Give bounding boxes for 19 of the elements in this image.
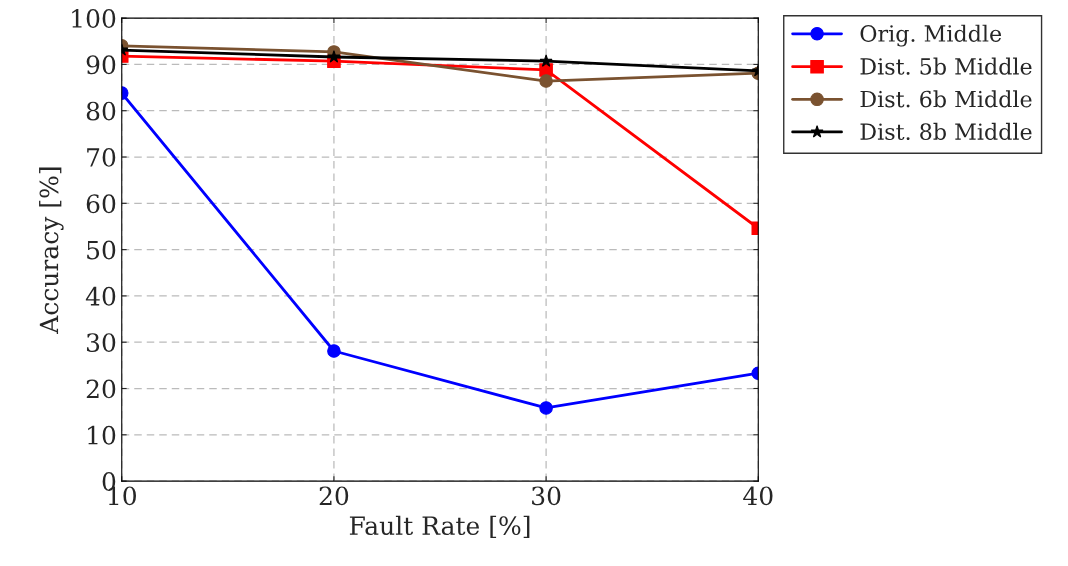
x-axis-title: Fault Rate [%] bbox=[349, 515, 530, 538]
legend-label: Dist. 8b Middle bbox=[860, 122, 1032, 141]
y-tick-label: 10 bbox=[88, 425, 116, 445]
y-tick-label: 40 bbox=[85, 286, 116, 306]
y-tick-label: 100 bbox=[72, 9, 116, 28]
y-tick-label: 90 bbox=[86, 55, 116, 75]
y-tick-label: 50 bbox=[87, 240, 116, 260]
y-tick-label: 70 bbox=[87, 147, 116, 167]
y-tick-label: 80 bbox=[86, 101, 116, 121]
legend-label: Dist. 5b Middle bbox=[860, 57, 1032, 75]
x-tick-label: 40 bbox=[743, 486, 773, 506]
legend-label: Orig. Middle bbox=[860, 24, 1002, 47]
x-tick-label: 30 bbox=[532, 486, 561, 506]
y-tick-label: 60 bbox=[86, 194, 116, 214]
y-tick-label: 30 bbox=[86, 333, 116, 353]
y-axis-title: Accuracy [%] bbox=[39, 167, 64, 334]
legend-label: Dist. 6b Middle bbox=[860, 90, 1032, 108]
x-tick-label: 20 bbox=[319, 486, 349, 506]
y-tick-label: 20 bbox=[86, 379, 116, 399]
